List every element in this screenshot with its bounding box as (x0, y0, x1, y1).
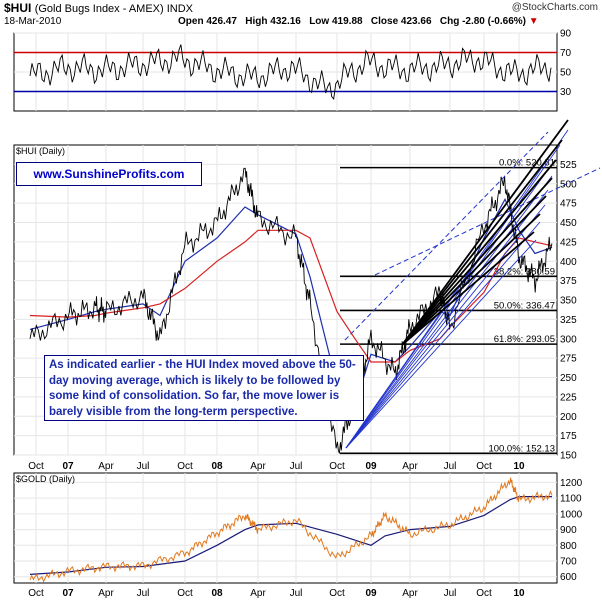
fan-blue-line (345, 221, 541, 449)
hui-xtick-label: Apr (402, 461, 418, 472)
hui-xtick-label: 08 (211, 461, 223, 472)
gold-ytick-label: 600 (560, 572, 577, 583)
gold-xtick-label: 07 (62, 588, 74, 599)
gold-panel-label: $GOLD (Daily) (16, 474, 75, 484)
gold-ytick-label: 1100 (560, 494, 582, 505)
hui-ytick-label: 425 (560, 237, 577, 248)
hui-xtick-label: 09 (365, 461, 377, 472)
down-arrow-icon: ▼ (528, 16, 539, 27)
stockcharts-credit: @StockCharts.com (511, 2, 598, 13)
gold-xtick-label: Apr (250, 588, 266, 599)
fib-level-label: 0.0%: 520.81 (499, 158, 555, 169)
website-box[interactable]: www.SunshineProfits.com (16, 162, 202, 186)
gold-xtick-label: Jul (444, 588, 457, 599)
hui-ytick-label: 150 (560, 451, 577, 462)
hui-ytick-label: 250 (560, 373, 577, 384)
gold-ytick-label: 700 (560, 557, 577, 568)
fan-black-line (401, 231, 535, 346)
rsi-ytick-label: 30 (560, 87, 572, 98)
chart-date: 18-Mar-2010 (4, 16, 62, 27)
hui-ytick-label: 350 (560, 296, 577, 307)
gold-xtick-label: Oct (177, 588, 193, 599)
hui-xtick-label: Oct (177, 461, 193, 472)
hui-ytick-label: 175 (560, 431, 577, 442)
gold-ytick-label: 800 (560, 541, 577, 552)
fan-blue-line (345, 189, 549, 449)
hui-xtick-label: Jul (444, 461, 457, 472)
channel-mid-line (374, 167, 601, 276)
hui-ytick-label: 475 (560, 199, 577, 210)
hui-xtick-label: 10 (513, 461, 525, 472)
stat-open: Open 426.47 (178, 16, 237, 27)
ma50-line (29, 197, 553, 406)
gold-xtick-label: Oct (28, 588, 44, 599)
hui-xtick-label: 07 (62, 461, 74, 472)
hui-ytick-label: 275 (560, 354, 577, 365)
stat-high: High 432.16 (245, 16, 301, 27)
fan-black-line (401, 159, 557, 346)
gold-xtick-label: Apr (402, 588, 418, 599)
fan-blue-line (345, 239, 537, 449)
fan-blue-line (345, 175, 553, 449)
fib-level-label: 61.8%: 293.05 (494, 334, 555, 345)
stat-close: Close 423.66 (370, 16, 432, 27)
rsi-ytick-label: 50 (560, 68, 572, 79)
gold-xtick-label: Oct (329, 588, 345, 599)
price-stats: Open 426.47 High 432.16 Low 419.88 Close… (178, 16, 539, 27)
hui-xtick-label: Oct (329, 461, 345, 472)
title-sub: (Gold Bugs Index - AMEX) INDX (34, 3, 194, 15)
hui-xtick-label: Apr (250, 461, 266, 472)
fan-black-line (401, 213, 541, 346)
gold-xtick-label: Jul (137, 588, 150, 599)
hui-xtick-label: Jul (290, 461, 303, 472)
hui-ytick-label: 300 (560, 334, 577, 345)
gold-ytick-label: 900 (560, 525, 577, 536)
hui-xtick-label: Oct (476, 461, 492, 472)
hui-ytick-label: 375 (560, 276, 577, 287)
fan-black-line (401, 195, 547, 346)
channel-upper-line (344, 131, 549, 341)
fan-black-line (401, 139, 563, 346)
annotation-box: As indicated earlier - the HUI Index mov… (44, 355, 364, 421)
gold-ytick-label: 1200 (560, 478, 583, 489)
hui-ytick-label: 200 (560, 412, 577, 423)
gold-xtick-label: 10 (513, 588, 525, 599)
fib-level-label: 100.0%: 152.13 (488, 443, 555, 454)
gold-xtick-label: 08 (211, 588, 223, 599)
hui-ytick-label: 525 (560, 160, 577, 171)
hui-ytick-label: 325 (560, 315, 577, 326)
title-symbol: $HUI (4, 1, 32, 15)
gold-panel-frame (13, 472, 558, 584)
chart-title: $HUI (Gold Bugs Index - AMEX) INDX (4, 1, 193, 15)
gold-ytick-label: 1000 (560, 509, 583, 520)
fib-level-label: 50.0%: 336.47 (494, 300, 555, 311)
hui-ytick-label: 400 (560, 257, 577, 268)
rsi-line (29, 44, 552, 100)
gold-xtick-label: Oct (476, 588, 492, 599)
gold-xtick-label: 09 (365, 588, 377, 599)
hui-ytick-label: 225 (560, 392, 577, 403)
rsi-ytick-label: 70 (560, 48, 572, 59)
gold-ma-line (29, 496, 552, 575)
fan-black-line (401, 177, 553, 346)
hui-ytick-label: 450 (560, 218, 577, 229)
hui-xtick-label: Apr (98, 461, 114, 472)
gold-xtick-label: Apr (98, 588, 114, 599)
gold-price-line (29, 477, 553, 583)
stat-low: Low 419.88 (309, 16, 363, 27)
hui-panel-label: $HUI (Daily) (16, 146, 65, 156)
gold-xtick-label: Jul (290, 588, 303, 599)
hui-xtick-label: Oct (28, 461, 44, 472)
fan-black-line (401, 119, 569, 346)
rsi-ytick-label: 90 (560, 29, 572, 40)
hui-ytick-label: 500 (560, 179, 577, 190)
hui-xtick-label: Jul (137, 461, 150, 472)
stat-chg: Chg -2.80 (-0.66%) (439, 16, 526, 27)
fib-level-label: 38.2%: 380.59 (494, 266, 555, 277)
fan-blue-line (345, 204, 546, 449)
